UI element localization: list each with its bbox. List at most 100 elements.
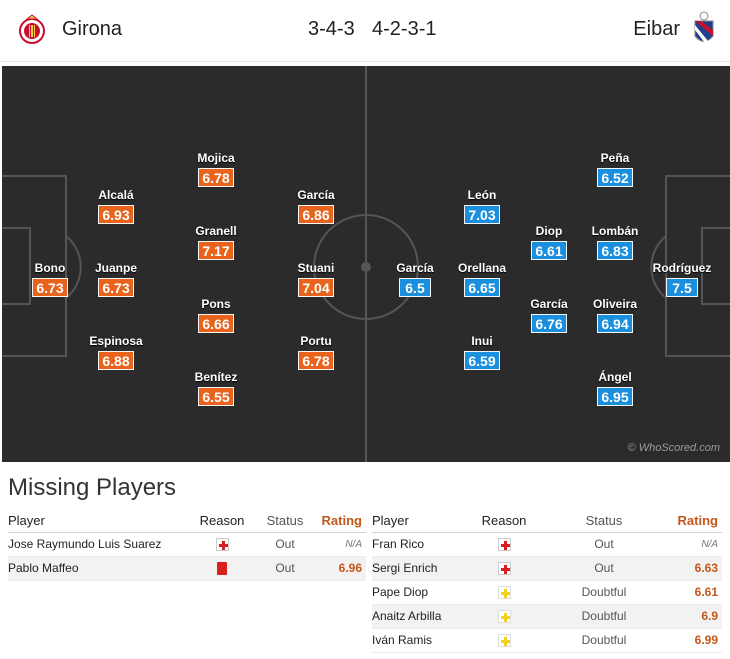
player-rating: 6.73 [98,278,134,297]
player-rating: 6.88 [98,351,134,370]
player-rating: 6.59 [464,351,500,370]
home-player-juanpe[interactable]: Juanpe 6.73 [80,261,152,298]
player-name: Alcalá [98,188,134,202]
missing-status: Doubtful [544,628,664,653]
missing-rating: 6.9 [664,604,722,629]
home-player-pons[interactable]: Pons 6.66 [180,297,252,334]
missing-status: Out [544,556,664,581]
home-player-granell[interactable]: Granell 7.17 [180,224,252,261]
away-player-oliveira[interactable]: Oliveira 6.94 [579,297,651,334]
player-rating: 6.78 [198,168,234,187]
col-player[interactable]: Player [372,510,464,533]
player-name: Lombán [591,224,639,238]
away-player-pena[interactable]: Peña 6.52 [579,151,651,188]
player-rating: 6.55 [198,387,234,406]
away-player-orellana[interactable]: Orellana 6.65 [446,261,518,298]
player-name: Espinosa [89,334,143,348]
player-rating: 6.65 [464,278,500,297]
away-player-inui[interactable]: Inui 6.59 [446,334,518,371]
player-name: Stuani [297,261,335,275]
col-reason[interactable]: Reason [190,510,254,533]
table-row: Jose Raymundo Luis Suarez Out N/A [8,532,366,557]
player-rating: 6.66 [198,314,234,333]
away-player-lomban[interactable]: Lombán 6.83 [579,224,651,261]
away-player-angel[interactable]: Ángel 6.95 [579,370,651,407]
home-formation: 3-4-3 [308,18,355,40]
table-row: Sergi Enrich Out 6.63 [372,556,722,581]
player-rating: 7.04 [298,278,334,297]
table-row: Fran Rico Out N/A [372,532,722,557]
player-name: Inui [471,334,493,348]
col-status[interactable]: Status [544,510,664,533]
girona-crest-icon[interactable] [18,14,46,51]
home-player-espinosa[interactable]: Espinosa 6.88 [80,334,152,371]
player-rating: 7.17 [198,241,234,260]
injury-icon [497,562,511,576]
away-missing-table: Player Reason Status Rating Fran Rico Ou… [372,510,722,653]
missing-player-name[interactable]: Iván Ramis [372,628,464,653]
player-rating: 6.52 [597,168,633,187]
player-rating: 6.93 [98,205,134,224]
eibar-crest-icon[interactable] [692,10,716,53]
home-player-portu[interactable]: Portu 6.78 [280,334,352,371]
missing-player-name[interactable]: Anaitz Arbilla [372,604,464,629]
col-status[interactable]: Status [254,510,316,533]
col-reason[interactable]: Reason [464,510,544,533]
away-player-rodriguez[interactable]: Rodríguez 7.5 [646,261,718,298]
match-header: Girona 3-4-3 4-2-3-1 Eibar [0,0,730,62]
player-name: Mojica [197,151,235,165]
doubtful-icon [497,586,511,600]
table-row: Pablo Maffeo Out 6.96 [8,556,366,581]
home-player-bono[interactable]: Bono 6.73 [14,261,86,298]
pitch-markings [2,66,730,462]
home-team-name[interactable]: Girona [62,18,123,40]
player-rating: 6.73 [32,278,68,297]
player-name: Pons [201,297,231,311]
missing-rating: 6.61 [664,580,722,605]
away-player-leon[interactable]: León 7.03 [446,188,518,225]
home-player-mojica[interactable]: Mojica 6.78 [180,151,252,188]
table-row: Iván Ramis Doubtful 6.99 [372,628,722,653]
player-name: Oliveira [592,297,638,311]
player-name: Portu [300,334,332,348]
player-rating: 6.61 [531,241,567,260]
missing-player-name[interactable]: Jose Raymundo Luis Suarez [8,532,190,557]
missing-rating: N/A [664,532,722,557]
doubtful-icon [497,634,511,648]
missing-player-name[interactable]: Fran Rico [372,532,464,557]
away-player-diop[interactable]: Diop 6.61 [513,224,585,261]
home-player-benitez[interactable]: Benítez 6.55 [180,370,252,407]
missing-player-name[interactable]: Pape Diop [372,580,464,605]
player-name: Rodríguez [652,261,712,275]
missing-players-title: Missing Players [8,474,177,501]
away-player-garcia-mid[interactable]: García 6.76 [513,297,585,334]
table-row: Pape Diop Doubtful 6.61 [372,580,722,605]
home-player-stuani[interactable]: Stuani 7.04 [280,261,352,298]
missing-rating: 6.96 [316,556,366,581]
player-rating: 6.76 [531,314,567,333]
player-rating: 6.5 [399,278,431,297]
missing-player-name[interactable]: Pablo Maffeo [8,556,190,581]
player-name: Bono [34,261,66,275]
table-row: Anaitz Arbilla Doubtful 6.9 [372,604,722,629]
missing-status: Out [254,532,316,557]
col-rating[interactable]: Rating [316,510,366,533]
player-name: Diop [535,224,563,238]
missing-rating: N/A [316,532,366,557]
missing-player-name[interactable]: Sergi Enrich [372,556,464,581]
player-rating: 6.94 [597,314,633,333]
col-rating[interactable]: Rating [664,510,722,533]
away-team-name[interactable]: Eibar [633,18,680,40]
player-rating: 6.78 [298,351,334,370]
home-player-garcia[interactable]: García 6.86 [280,188,352,225]
col-player[interactable]: Player [8,510,190,533]
player-name: Orellana [457,261,507,275]
missing-rating: 6.99 [664,628,722,653]
player-name: Juanpe [94,261,137,275]
away-player-garcia-fwd[interactable]: García 6.5 [379,261,451,298]
player-rating: 6.83 [597,241,633,260]
missing-status: Doubtful [544,580,664,605]
player-name: León [467,188,497,202]
home-player-alcala[interactable]: Alcalá 6.93 [80,188,152,225]
